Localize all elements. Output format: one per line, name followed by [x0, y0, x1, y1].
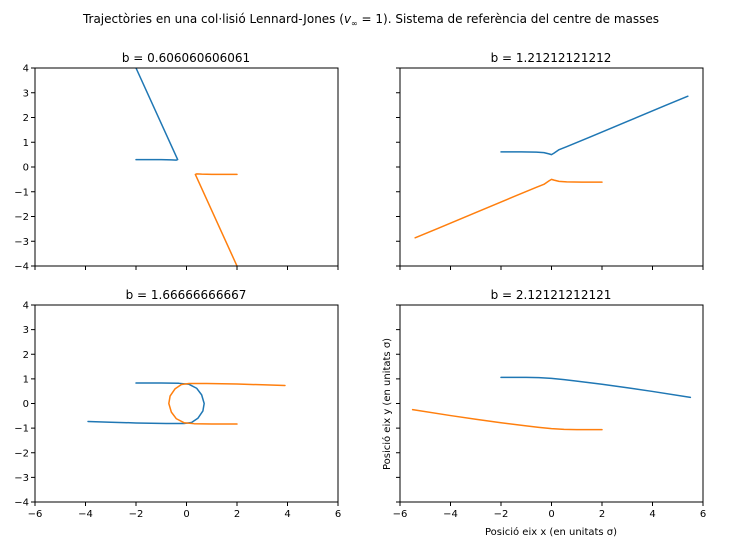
subplot-4-xtick-label: 0: [548, 509, 554, 520]
subplot-1-ytick-label: −1: [14, 187, 29, 198]
subplot-4-frame: [399, 304, 704, 503]
subplot-1-ytick-label: −3: [14, 237, 29, 248]
subplot-1-plot: −4 −3 −2 −1 0 1 2 3 4: [14, 64, 339, 273]
subplot-1: b = 0.606060606061 −4 −3 −2 −1 0 1 2 3 4: [14, 51, 339, 273]
subplot-3-xtick-label: 0: [183, 509, 189, 520]
subplot-2: b = 1.21212121212: [396, 51, 704, 270]
subplot-1-ytick-label: 0: [23, 163, 29, 174]
subplot-2-frame: [399, 67, 704, 267]
subplot-1-series-1-line: [135, 68, 179, 161]
subplot-3: b = 1.66666666667 −6 −4 −2 0 2 4 6−4−3−2−10123…: [14, 288, 341, 520]
subplot-3-ytick-label: 3: [23, 325, 29, 336]
subplot-4-plot: −6 −4 −2 0 2 4 6: [393, 304, 706, 520]
subplot-3-ytick-label: 2: [23, 350, 29, 361]
subplot-3-title: b = 1.66666666667: [126, 288, 247, 302]
subplot-4-xtick-label: 4: [649, 509, 655, 520]
subplot-4-xtick-label: −4: [443, 509, 458, 520]
subplot-3-ytick-label: 1: [23, 374, 29, 385]
subplot-3-ytick-label: −4: [14, 498, 29, 509]
subplot-1-title: b = 0.606060606061: [122, 51, 250, 65]
subplot-2-plot: [396, 67, 704, 270]
subplot-3-xtick-label: −2: [129, 509, 144, 520]
subplot-3-series-1-line: [87, 382, 205, 425]
subplot-3-series-2-line: [168, 382, 286, 425]
subplot-3-xtick-label: 2: [234, 509, 240, 520]
subplot-3-xtick-label: 6: [335, 509, 341, 520]
subplot-3-frame: [34, 304, 339, 503]
subplot-1-ytick-label: 2: [23, 113, 29, 124]
subplot-1-ytick-label: −2: [14, 212, 29, 223]
subplot-3-ytick-label: 4: [23, 301, 29, 312]
subplot-4-series-2-line: [411, 408, 603, 431]
subplot-3-ytick-label: −3: [14, 473, 29, 484]
y-axis-label: Posició eix y (en unitats σ): [381, 338, 393, 470]
subplot-1-series-2-line: [194, 173, 238, 266]
subplot-4-xtick-label: 2: [599, 509, 605, 520]
subplot-3-ytick-label: 0: [23, 399, 29, 410]
figure-suptitle: Trajectòries en una col·lisió Lennard-Jo…: [82, 12, 659, 28]
subplot-3-xtick-label: 4: [284, 509, 290, 520]
subplot-4-title: b = 2.12121212121: [491, 288, 612, 302]
subplot-1-ytick-label: 4: [23, 64, 29, 75]
subplot-4-xtick-label: −6: [393, 509, 408, 520]
subplot-1-ytick-label: −4: [14, 262, 29, 273]
subplot-2-title: b = 1.21212121212: [491, 51, 612, 65]
subplot-4-series-1-line: [500, 376, 692, 399]
subplot-3-xtick-label: −6: [28, 509, 43, 520]
subplot-1-ytick-label: 1: [23, 138, 29, 149]
subplot-1-frame: [34, 67, 339, 267]
subplot-4-xtick-label: −2: [494, 509, 509, 520]
subplot-4: b = 2.12121212121 −6 −4 −2 0 2 4 6: [393, 288, 707, 520]
subplot-3-xtick-label: −4: [78, 509, 93, 520]
subplot-2-series-2-line: [414, 178, 603, 239]
subplot-4-xtick-label: 6: [700, 509, 706, 520]
subplot-3-ytick-label: −2: [14, 448, 29, 459]
subplot-2-series-1-line: [500, 95, 689, 156]
subplot-3-ytick-label: −1: [14, 424, 29, 435]
x-axis-label: Posició eix x (en unitats σ): [485, 526, 617, 538]
subplot-1-ytick-label: 3: [23, 88, 29, 99]
